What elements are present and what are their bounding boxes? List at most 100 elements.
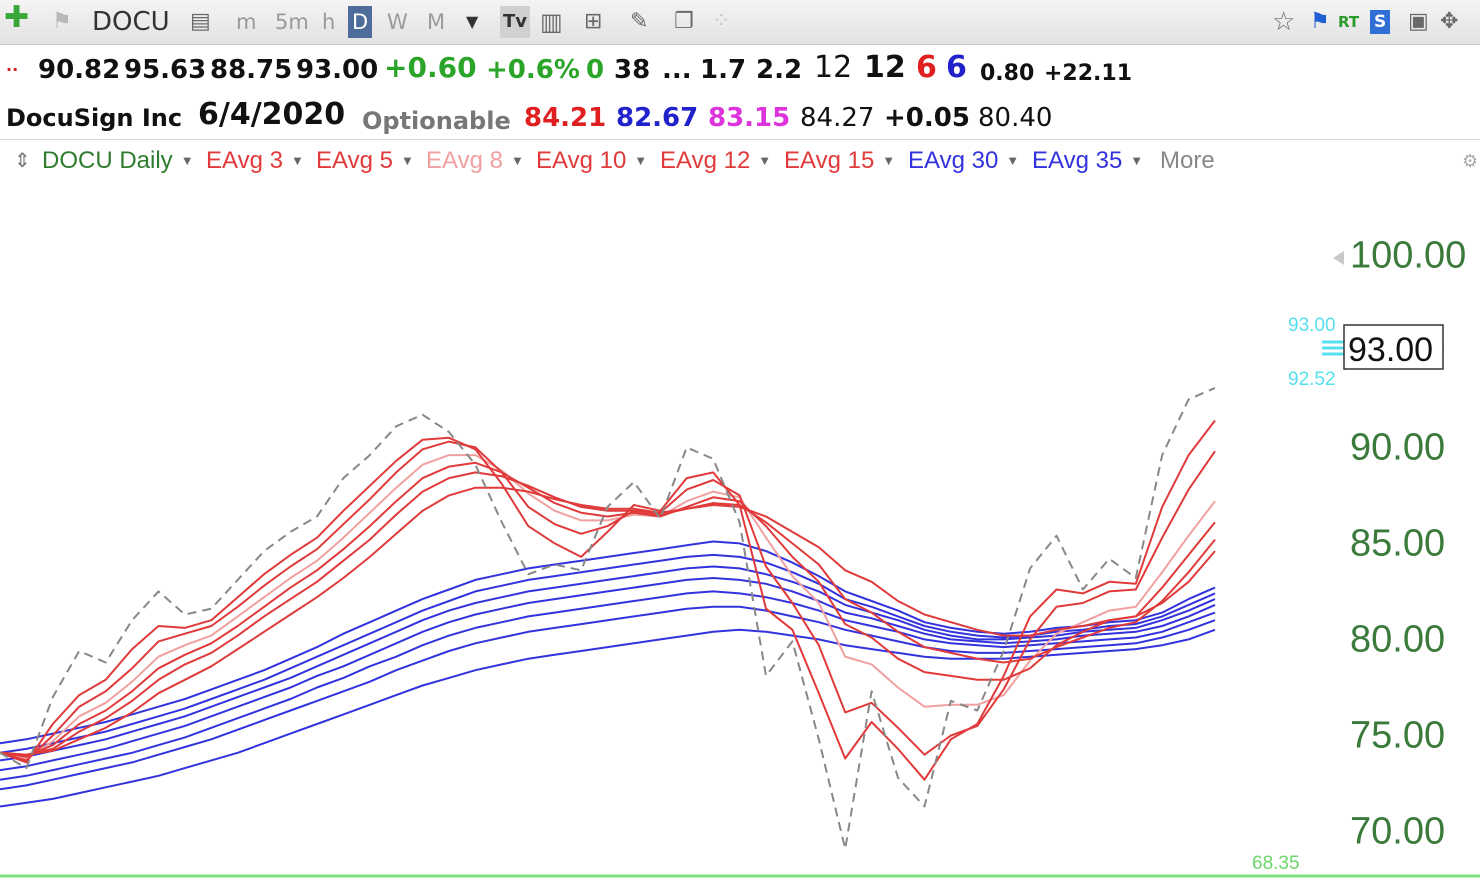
long-ema-line-12	[0, 605, 1216, 791]
bar-chart-icon[interactable]: ▥	[540, 8, 563, 36]
stat-v7: 6	[916, 50, 937, 85]
pencil-icon[interactable]: ✎	[630, 9, 649, 34]
quote-date: 6/4/2020	[198, 97, 346, 132]
stat-ellipsis: ...	[662, 55, 692, 85]
y-tick-label: 85.00	[1350, 523, 1445, 565]
close-value: 93.00	[296, 55, 379, 85]
move-icon[interactable]: ✥	[1440, 9, 1459, 34]
chevron-down-icon: ▼	[634, 153, 648, 168]
stat-v3: 1.7	[700, 55, 747, 85]
legend-item-eavg-12[interactable]: EAvg 12 ▼	[660, 146, 771, 176]
chart-toolbar: ✚ ⚑ DOCU ▤ m 5m h D W M ▼ Tv ▥ ⊞ ✎ ❐ ⁘ ☆…	[0, 0, 1480, 45]
timeframe-weekly-button[interactable]: W	[387, 10, 408, 34]
legend-label: EAvg 5	[316, 147, 393, 174]
price-p5: +0.05	[884, 103, 970, 133]
chevron-down-icon: ▼	[1006, 153, 1020, 168]
long-ema-line-9	[0, 565, 1216, 762]
timeframe-minute-button[interactable]: m	[236, 10, 257, 34]
legend-label: EAvg 30	[908, 147, 999, 174]
grid-settings-icon[interactable]: ⊞	[584, 9, 603, 34]
stat-v1: 0	[586, 55, 605, 85]
timeframe-hour-button[interactable]: h	[322, 10, 336, 34]
flag-blue-icon[interactable]: ⚑	[1310, 9, 1330, 34]
long-ema-line-8	[0, 553, 1216, 754]
marker-low-label: 92.52	[1288, 369, 1336, 390]
legend-item-eavg-3[interactable]: EAvg 3 ▼	[206, 146, 304, 176]
open-value: 90.82	[38, 55, 121, 85]
low-value: 88.75	[210, 55, 293, 85]
price-p2: 82.67	[616, 103, 699, 133]
flag-icon[interactable]: ⚑	[52, 9, 72, 34]
timeframe-monthly-button[interactable]: M	[427, 10, 446, 34]
drag-handle-icon[interactable]: ⇕	[14, 150, 31, 172]
price-p6: 80.40	[978, 103, 1053, 133]
company-row: DocuSign Inc 6/4/2020 Optionable 84.21 8…	[0, 96, 1480, 140]
y-tick-label: 75.00	[1350, 715, 1445, 757]
axis-scroll-arrow-icon[interactable]	[1333, 251, 1344, 265]
legend-item-eavg-30[interactable]: EAvg 30 ▼	[908, 146, 1019, 176]
price-p4: 84.27	[800, 103, 875, 133]
legend-label: EAvg 15	[784, 147, 875, 174]
chevron-down-icon: ▼	[290, 153, 304, 168]
stat-v8: 6	[946, 50, 967, 85]
legend-item-eavg-10[interactable]: EAvg 10 ▼	[536, 146, 647, 176]
star-icon[interactable]: ☆	[1272, 7, 1296, 37]
chevron-down-icon: ▼	[510, 153, 524, 168]
y-tick-label: 70.00	[1350, 811, 1445, 853]
short_light-ema-line-3	[0, 454, 1216, 760]
chevron-down-icon: ▼	[1130, 153, 1144, 168]
short-ema-line-4	[0, 461, 1216, 758]
y-tick-label: 100.00	[1350, 234, 1466, 276]
legend-item-eavg-15[interactable]: EAvg 15 ▼	[784, 146, 895, 176]
layers-icon[interactable]: ❐	[674, 9, 694, 34]
save-icon[interactable]: ▣	[1408, 9, 1429, 34]
price-p1: 84.21	[524, 103, 607, 133]
s-dropdown-button[interactable]: S	[1370, 10, 1391, 34]
realtime-label: RT	[1338, 13, 1360, 31]
stat-v9: 0.80	[980, 61, 1035, 86]
y-tick-label: 80.00	[1350, 619, 1445, 661]
stat-v2: 38	[614, 55, 651, 85]
legend-label: EAvg 35	[1032, 147, 1123, 174]
current-price-label: 93.00	[1348, 331, 1433, 369]
header-divider	[0, 139, 1480, 140]
timeframe-daily-button[interactable]: D	[348, 6, 373, 38]
add-plus-icon[interactable]: ✚	[4, 0, 30, 35]
stat-v5: 12	[814, 50, 853, 85]
y-tick-label: 90.00	[1350, 427, 1445, 469]
chevron-down-icon: ▼	[400, 153, 414, 168]
timeframe-5min-button[interactable]: 5m	[275, 10, 309, 34]
timeframe-dropdown-icon[interactable]: ▼	[466, 12, 479, 31]
high-value: 95.63	[124, 55, 207, 85]
change-percent: +0.6%	[486, 55, 580, 85]
stat-v6: 12	[864, 50, 906, 85]
legend-label: EAvg 8	[426, 147, 503, 174]
legend-item-eavg-5[interactable]: EAvg 5 ▼	[316, 146, 414, 176]
company-name: DocuSign Inc	[6, 104, 183, 132]
short-ema-line-5	[0, 471, 1216, 756]
stat-v10: +22.11	[1044, 61, 1133, 86]
legend-label: EAvg 3	[206, 147, 283, 174]
current-price-box	[1343, 324, 1444, 370]
short-ema-line-2	[0, 440, 1216, 762]
tv-button[interactable]: Tv	[500, 6, 531, 38]
legend-item-eavg-8[interactable]: EAvg 8 ▼	[426, 146, 524, 176]
legend-title[interactable]: DOCU Daily ▼	[42, 146, 194, 176]
ticker-symbol[interactable]: DOCU	[92, 7, 170, 37]
change-value: +0.60	[384, 51, 477, 84]
chevron-down-icon: ▼	[180, 153, 194, 168]
legend-label: EAvg 12	[660, 147, 751, 174]
legend-more-button[interactable]: More	[1160, 147, 1215, 174]
legend-settings-icon[interactable]: ⚙	[1462, 151, 1479, 171]
short-ema-line-1	[0, 419, 1216, 781]
marker-high-label: 93.00	[1288, 315, 1336, 336]
stat-v4: 2.2	[756, 55, 803, 85]
legend-label: EAvg 10	[536, 147, 627, 174]
printer-icon[interactable]: ▤	[190, 9, 211, 34]
legend-item-eavg-35[interactable]: EAvg 35 ▼	[1032, 146, 1143, 176]
quote-row: .. 90.82 95.63 88.75 93.00 +0.60 +0.6% 0…	[0, 48, 1480, 92]
long-ema-line-10	[0, 577, 1216, 772]
scatter-icon[interactable]: ⁘	[712, 9, 731, 34]
price-p3: 83.15	[708, 103, 791, 133]
